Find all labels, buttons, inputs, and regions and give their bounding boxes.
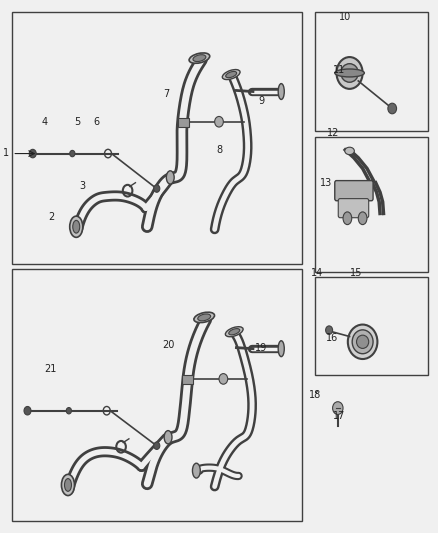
Text: 9: 9: [258, 95, 265, 106]
Ellipse shape: [64, 479, 71, 491]
Circle shape: [219, 374, 228, 384]
Ellipse shape: [357, 335, 369, 349]
Text: 12: 12: [327, 128, 339, 138]
Text: 1: 1: [3, 148, 9, 158]
Ellipse shape: [335, 69, 364, 77]
Ellipse shape: [223, 69, 240, 79]
Ellipse shape: [352, 330, 373, 354]
Ellipse shape: [226, 327, 243, 337]
Ellipse shape: [336, 57, 363, 89]
Text: 10: 10: [339, 12, 351, 22]
Text: 20: 20: [162, 340, 174, 350]
Bar: [315, 277, 428, 375]
Circle shape: [66, 408, 71, 414]
Bar: [12, 12, 302, 264]
Ellipse shape: [194, 312, 215, 322]
Circle shape: [154, 442, 160, 449]
Circle shape: [70, 150, 75, 157]
Ellipse shape: [61, 474, 74, 496]
Circle shape: [332, 402, 343, 415]
FancyBboxPatch shape: [338, 199, 369, 217]
Text: 17: 17: [332, 411, 345, 421]
Ellipse shape: [278, 341, 284, 357]
Ellipse shape: [189, 53, 210, 63]
Bar: [315, 136, 428, 272]
Text: 3: 3: [79, 181, 85, 191]
Text: 14: 14: [311, 268, 324, 278]
Ellipse shape: [348, 325, 378, 359]
Ellipse shape: [73, 220, 80, 233]
Text: 5: 5: [74, 117, 81, 127]
Circle shape: [154, 185, 160, 192]
Ellipse shape: [192, 463, 200, 478]
FancyBboxPatch shape: [182, 375, 193, 384]
Circle shape: [325, 326, 332, 334]
Ellipse shape: [226, 71, 237, 78]
Bar: [315, 12, 428, 131]
FancyBboxPatch shape: [335, 181, 373, 201]
Circle shape: [29, 149, 36, 158]
Bar: [12, 269, 302, 521]
Ellipse shape: [278, 84, 284, 100]
Circle shape: [24, 407, 31, 415]
Ellipse shape: [343, 212, 352, 224]
Ellipse shape: [193, 55, 206, 61]
Text: 15: 15: [350, 268, 362, 278]
Text: 16: 16: [326, 333, 338, 343]
Text: 11: 11: [332, 66, 345, 75]
Ellipse shape: [229, 329, 240, 335]
Ellipse shape: [164, 431, 172, 444]
Text: 18: 18: [309, 390, 321, 400]
Text: 2: 2: [48, 212, 55, 222]
Text: 4: 4: [42, 117, 48, 127]
Text: 19: 19: [254, 343, 267, 353]
Ellipse shape: [341, 63, 358, 82]
Text: 6: 6: [93, 117, 99, 127]
Text: 21: 21: [44, 364, 57, 374]
Ellipse shape: [166, 171, 174, 184]
Text: 7: 7: [164, 88, 170, 99]
Text: 8: 8: [216, 145, 222, 155]
Circle shape: [388, 103, 396, 114]
Circle shape: [215, 116, 223, 127]
FancyBboxPatch shape: [178, 117, 188, 127]
Ellipse shape: [198, 314, 211, 321]
Ellipse shape: [345, 147, 354, 155]
Ellipse shape: [70, 216, 83, 237]
Ellipse shape: [358, 212, 367, 224]
Text: 13: 13: [319, 178, 332, 188]
